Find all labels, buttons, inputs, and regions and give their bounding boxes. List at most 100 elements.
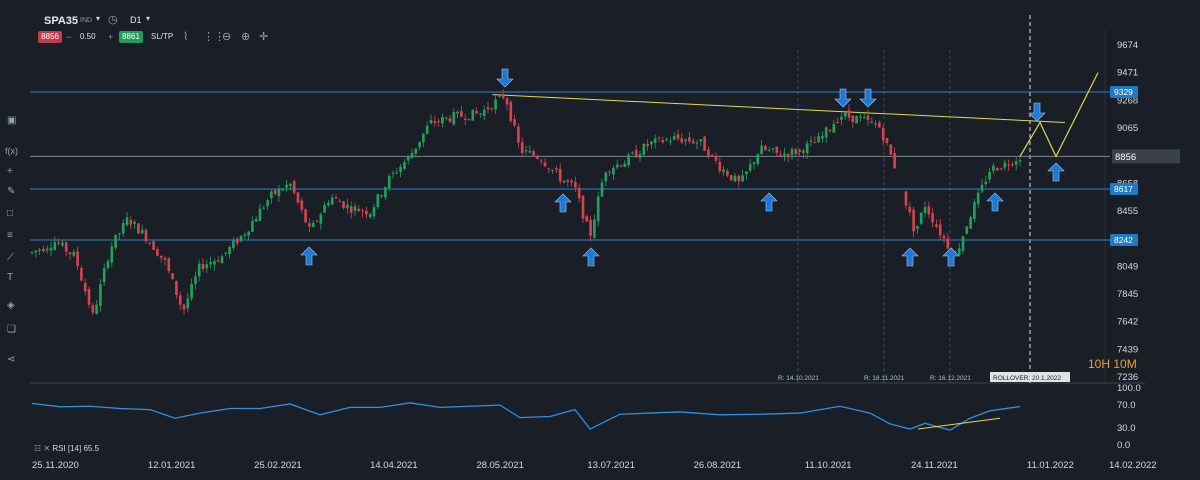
candle-body <box>870 121 874 123</box>
arrow-up-icon <box>300 246 318 266</box>
candle-body <box>669 141 672 143</box>
spread-value[interactable]: 0.50 <box>80 32 96 41</box>
candle-body <box>760 145 763 155</box>
candle-body <box>543 162 547 167</box>
arrow-up-icon <box>582 247 600 267</box>
arrow-down-icon <box>859 88 877 108</box>
symbol-name[interactable]: SPA35 <box>44 15 79 27</box>
candle-body <box>365 210 368 215</box>
candle-body <box>847 110 851 118</box>
candle-body <box>422 133 425 143</box>
candle-body <box>783 153 786 156</box>
zoom-out-icon[interactable]: ⊖ <box>222 31 232 43</box>
y-tick-label: 7236 <box>1117 372 1138 383</box>
timeframe-selector[interactable]: D1 <box>130 15 142 25</box>
function-icon[interactable]: f(x) <box>5 146 18 156</box>
candle-body <box>129 219 133 225</box>
chevron-down-icon[interactable]: ▾ <box>96 14 101 23</box>
candle-body <box>961 236 965 251</box>
candle-body <box>68 252 72 255</box>
rsi-trend-line <box>917 417 1001 430</box>
candle-body <box>205 264 209 269</box>
candle-body <box>467 119 471 121</box>
candle-body <box>102 268 106 283</box>
candle-body <box>965 226 969 234</box>
candle-body <box>638 154 642 158</box>
candle-body <box>555 168 558 170</box>
projection-path <box>1019 72 1099 158</box>
clock-icon[interactable]: ◷ <box>108 14 118 26</box>
candle-body <box>1011 164 1014 166</box>
settings-icon[interactable]: ☷ ✕ <box>34 444 53 453</box>
candle-body <box>536 156 539 159</box>
candle-body <box>87 288 91 305</box>
candle-body <box>144 229 148 242</box>
candle-body <box>836 122 839 124</box>
measure-icon[interactable]: ⟋ <box>7 252 14 263</box>
fibonacci-icon[interactable]: ≡ <box>7 230 13 241</box>
date-marker-label: R: 14.10.2021 <box>778 375 819 382</box>
crosshair-icon[interactable]: ✛ <box>259 31 269 43</box>
candle-body <box>984 181 988 185</box>
candle-body <box>832 124 836 133</box>
y-tick-label: 9065 <box>1117 123 1138 134</box>
candle-body <box>486 107 490 110</box>
candle-body <box>524 150 528 152</box>
buy-price-button[interactable]: 8861 <box>119 31 143 43</box>
candle-body <box>357 208 361 212</box>
candle-body <box>650 141 653 145</box>
candle-countdown: 10H 10M <box>1088 357 1137 371</box>
y-tick-label: 7642 <box>1117 317 1138 328</box>
y-tick-label: 9674 <box>1117 40 1138 51</box>
candle-body <box>95 304 98 314</box>
candle-body <box>498 95 501 97</box>
layers-icon[interactable]: ◈ <box>7 300 15 311</box>
candle-body <box>688 137 691 142</box>
panel-icon[interactable]: ▣ <box>7 115 17 126</box>
candle-body <box>433 121 437 123</box>
sltp-button[interactable]: SL/TP <box>151 32 174 41</box>
level-badge-label: 9329 <box>1114 87 1133 97</box>
candle-body <box>585 216 589 222</box>
sell-price-button[interactable]: 8856 <box>38 31 62 43</box>
date-marker-label: R: 16.12.2021 <box>930 375 971 382</box>
candle-body <box>110 246 114 263</box>
candle-body <box>699 139 703 142</box>
crosshair-icon[interactable]: + <box>7 166 13 177</box>
candle-body <box>353 206 357 211</box>
candle-body <box>342 201 345 208</box>
candle-body <box>722 169 725 173</box>
drawing-toolbar: ▣ f(x) + ✎ □ ≡ ⟋ T ◈ ❏ ⋖ <box>0 110 26 370</box>
candle-body <box>577 187 581 199</box>
candle-body <box>680 138 684 143</box>
candle-body <box>327 202 330 206</box>
candle-body <box>976 192 980 204</box>
candle-body <box>380 195 383 197</box>
x-tick-label: 11.01.2022 <box>1027 460 1074 471</box>
candle-body <box>775 146 779 153</box>
increase-spread-button[interactable]: + <box>108 32 114 42</box>
text-icon[interactable]: T <box>7 272 14 283</box>
candle-body <box>665 139 668 141</box>
candle-body <box>513 119 516 126</box>
candle-body <box>72 252 76 256</box>
chart-toolbar: SPA35 IND ▾ ◷ D1 ▾ 8856 − 0.50 + 8861 SL… <box>0 0 1200 50</box>
rollover-label-bg <box>990 372 1070 382</box>
share-icon[interactable]: ⋖ <box>7 354 16 365</box>
pencil-icon[interactable]: ✎ <box>7 186 16 197</box>
decrease-spread-button[interactable]: − <box>66 32 72 42</box>
x-tick-label: 28.05.2021 <box>476 460 524 471</box>
candle-body <box>45 248 49 251</box>
y-tick-label: 7439 <box>1117 344 1138 355</box>
candle-body <box>456 111 459 114</box>
layers-icon[interactable]: ❏ <box>7 324 16 335</box>
candle-body <box>289 183 292 186</box>
grid-icon[interactable]: ⋮⋮ <box>203 31 225 43</box>
line-chart-icon[interactable]: ⌇ <box>183 31 189 43</box>
chevron-down-icon[interactable]: ▾ <box>146 14 151 23</box>
candle-body <box>334 197 338 199</box>
candle-body <box>425 125 429 134</box>
rectangle-icon[interactable]: □ <box>7 208 14 219</box>
zoom-in-icon[interactable]: ⊕ <box>241 31 251 43</box>
